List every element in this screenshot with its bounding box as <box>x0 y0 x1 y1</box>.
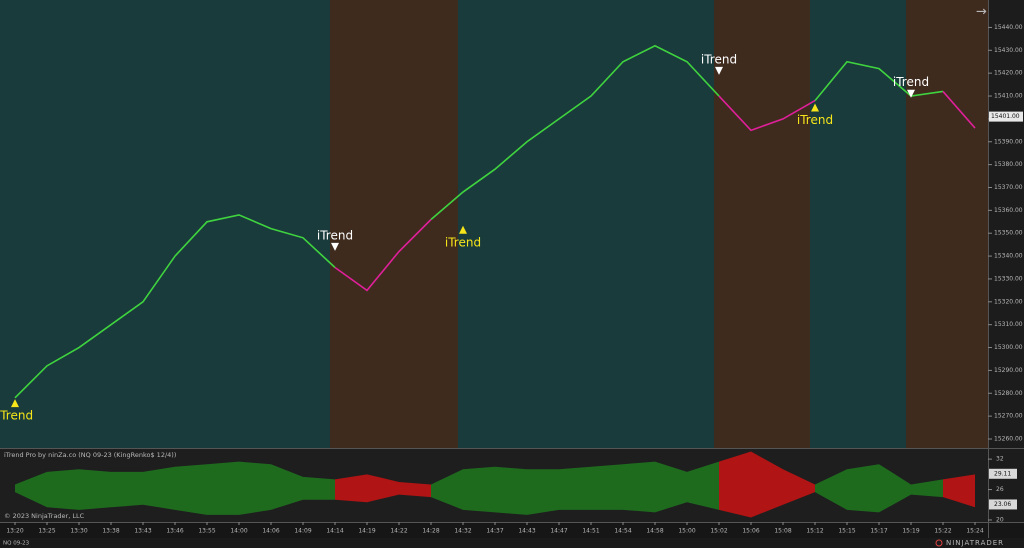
trend-region <box>906 0 988 448</box>
x-tick-label: 13:43 <box>134 528 151 535</box>
y-tick-label: 15330.00 <box>994 275 1023 282</box>
x-tick-label: 14:14 <box>326 528 343 535</box>
brand-logo <box>935 539 943 547</box>
signal-label: iTrend <box>0 409 33 423</box>
x-tick-label: 14:06 <box>262 528 279 535</box>
y-tick-label: 15290.00 <box>994 367 1023 374</box>
y-tick-label: 15310.00 <box>994 321 1023 328</box>
trend-region <box>714 0 810 448</box>
y-tick-label: 15320.00 <box>994 298 1023 305</box>
x-tick-label: 14:09 <box>294 528 311 535</box>
x-tick-label: 14:51 <box>582 528 599 535</box>
x-tick-label: 15:08 <box>774 528 791 535</box>
x-tick-label: 15:15 <box>838 528 855 535</box>
y-tick-label: 15380.00 <box>994 161 1023 168</box>
x-tick-label: 14:37 <box>486 528 503 535</box>
status-bar <box>0 538 1024 548</box>
x-tick-label: 13:20 <box>6 528 23 535</box>
x-tick-label: 14:28 <box>422 528 439 535</box>
x-tick-label: 14:54 <box>614 528 631 535</box>
y-tick-label: 15420.00 <box>994 70 1023 77</box>
y-tick-label: 15350.00 <box>994 230 1023 237</box>
x-tick-label: 15:02 <box>710 528 727 535</box>
price-axis <box>988 0 1024 522</box>
signal-label: iTrend <box>797 113 833 127</box>
y-tick-label: 15430.00 <box>994 47 1023 54</box>
y-tick-label: 20 <box>996 516 1004 523</box>
y-tick-label: 15390.00 <box>994 138 1023 145</box>
y-tick-label: 15270.00 <box>994 413 1023 420</box>
price-line <box>334 90 976 292</box>
value-box-label: 29.11 <box>994 470 1011 477</box>
brand: NINJATRADER <box>946 539 1004 547</box>
x-tick-label: 14:47 <box>550 528 567 535</box>
price-panel: iTrend iTrend iTrend iTrend iTrend iTrend <box>0 0 988 448</box>
y-tick-label: 15260.00 <box>994 435 1023 442</box>
y-tick-label: 15370.00 <box>994 184 1023 191</box>
y-tick-label: 15440.00 <box>994 24 1023 31</box>
x-tick-label: 15:12 <box>806 528 823 535</box>
value-box-label: 23.06 <box>994 501 1011 508</box>
trend-region <box>330 0 458 448</box>
x-tick-label: 15:06 <box>742 528 759 535</box>
x-tick-label: 14:19 <box>358 528 375 535</box>
y-tick-label: 15280.00 <box>994 390 1023 397</box>
x-tick-label: 14:00 <box>230 528 247 535</box>
arrow-icon[interactable]: → <box>976 5 987 20</box>
x-tick-label: 14:32 <box>454 528 471 535</box>
x-tick-label: 14:58 <box>646 528 663 535</box>
x-tick-label: 15:17 <box>870 528 887 535</box>
plot-background <box>0 0 988 448</box>
x-tick-label: 13:55 <box>198 528 215 535</box>
value-box <box>989 468 1017 479</box>
x-tick-label: 13:38 <box>102 528 119 535</box>
signal-label: iTrend <box>317 228 353 242</box>
y-tick-label: 15360.00 <box>994 207 1023 214</box>
trend-band <box>719 451 815 518</box>
x-tick-label: 14:43 <box>518 528 535 535</box>
signal-label: iTrend <box>893 75 929 89</box>
y-tick-label: 26 <box>996 486 1004 493</box>
signal-label: iTrend <box>701 52 737 66</box>
y-tick-label: 15300.00 <box>994 344 1023 351</box>
signal-arrow <box>11 399 19 408</box>
value-box <box>989 499 1017 510</box>
signal-arrow <box>907 89 915 98</box>
x-tick-label: 15:00 <box>678 528 695 535</box>
indicator-title: iTrend Pro by ninZa.co (NQ 09-23 (KingRe… <box>4 451 176 459</box>
x-tick-label: 14:22 <box>390 528 407 535</box>
trend-band <box>943 474 975 508</box>
x-tick-label: 15:19 <box>902 528 919 535</box>
x-tick-label: 13:30 <box>70 528 87 535</box>
signal-arrow <box>811 103 819 112</box>
trend-band <box>431 461 719 515</box>
trend-band <box>15 461 335 515</box>
x-tick-label: 15:22 <box>934 528 951 535</box>
signal-arrow <box>459 225 467 234</box>
y-tick-label: 32 <box>996 456 1004 463</box>
copyright: © 2023 NinjaTrader, LLC <box>4 512 85 520</box>
last-price-box <box>989 111 1023 122</box>
signal-arrow <box>715 66 723 75</box>
trend-band <box>815 464 943 513</box>
x-tick-label: 13:25 <box>38 528 55 535</box>
x-tick-label: 15:24 <box>966 528 983 535</box>
y-tick-label: 15340.00 <box>994 253 1023 260</box>
trend-band <box>335 474 431 503</box>
price-line <box>14 44 944 399</box>
last-price-label: 15401.00 <box>991 113 1020 120</box>
y-tick-label: 15410.00 <box>994 93 1023 100</box>
x-tick-label: 13:46 <box>166 528 183 535</box>
signal-arrow <box>331 242 339 251</box>
instrument: NQ 09-23 <box>3 541 30 547</box>
signal-label: iTrend <box>445 235 481 249</box>
